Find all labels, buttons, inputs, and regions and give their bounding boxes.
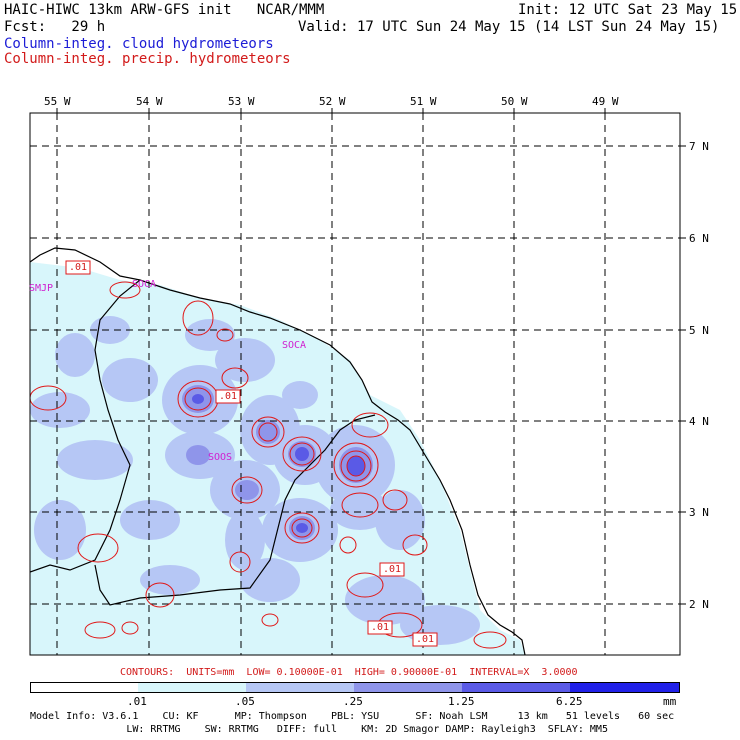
- lon-label: 53 W: [228, 95, 255, 108]
- lat-label: 4 N: [689, 415, 709, 428]
- init-time: Init: 12 UTC Sat 23 May 15: [518, 2, 738, 18]
- lon-label: 50 W: [501, 95, 528, 108]
- colorbar-units: mm: [663, 695, 677, 708]
- lon-label: 52 W: [319, 95, 346, 108]
- contour-value-label: .01: [371, 622, 390, 633]
- valid-time: Valid: 17 UTC Sun 24 May 15 (14 LST Sun …: [298, 19, 720, 35]
- colorbar: [30, 682, 680, 693]
- contour-value-label: .01: [383, 564, 402, 575]
- station-label: SMJP: [29, 283, 54, 294]
- lon-ticks: [56, 108, 606, 113]
- lon-label: 51 W: [410, 95, 437, 108]
- contour-value-label: .01: [219, 391, 238, 402]
- forecast-hour: Fcst: 29 h: [4, 19, 106, 35]
- lon-label: 55 W: [44, 95, 71, 108]
- contour-value-label: .01: [416, 634, 435, 645]
- field-cloud-label: Column-integ. cloud hydrometeors: [4, 36, 274, 52]
- colorbar-segment: [246, 683, 354, 692]
- colorbar-segment: [462, 683, 570, 692]
- lat-ticks: [680, 145, 686, 605]
- lat-lon-grid: [30, 113, 680, 655]
- precip-contours: [30, 281, 507, 649]
- colorbar-tick: .01: [127, 695, 147, 708]
- cloud-shading: [30, 262, 525, 655]
- colorbar-tick: 6.25: [556, 695, 583, 708]
- map-frame: [29, 112, 681, 656]
- contour-value-label: .01: [69, 262, 88, 273]
- plot-title: HAIC-HIWC 13km ARW-GFS init NCAR/MMM: [4, 2, 325, 18]
- colorbar-tick: .05: [235, 695, 255, 708]
- model-info-line2: LW: RRTMG SW: RRTMG DIFF: full KM: 2D Sm…: [30, 724, 608, 735]
- shade-max: [192, 394, 365, 533]
- shade-dark: [182, 385, 373, 540]
- contour-info: CONTOURS: UNITS=mm LOW= 0.10000E-01 HIGH…: [120, 667, 578, 678]
- colorbar-segment: [570, 683, 679, 692]
- colorbar-tick: 1.25: [448, 695, 475, 708]
- station-label: SOCA: [132, 279, 157, 290]
- contour-label-boxes: [65, 260, 438, 647]
- lat-label: 3 N: [689, 506, 709, 519]
- lon-label: 54 W: [136, 95, 163, 108]
- model-info-line1: Model Info: V3.6.1 CU: KF MP: Thompson P…: [30, 711, 675, 722]
- colorbar-segment: [138, 683, 246, 692]
- colorbar-segment: [354, 683, 462, 692]
- station-label: SOCA: [282, 340, 307, 351]
- map-content: [30, 113, 680, 655]
- station-label: SOOS: [208, 452, 233, 463]
- lat-label: 7 N: [689, 140, 709, 153]
- coastline: [30, 247, 526, 655]
- lon-label: 49 W: [592, 95, 619, 108]
- lat-label: 6 N: [689, 232, 709, 245]
- lat-label: 5 N: [689, 324, 709, 337]
- colorbar-segment: [31, 683, 138, 692]
- lat-label: 2 N: [689, 598, 709, 611]
- field-precip-label: Column-integ. precip. hydrometeors: [4, 51, 291, 67]
- colorbar-tick: .25: [343, 695, 363, 708]
